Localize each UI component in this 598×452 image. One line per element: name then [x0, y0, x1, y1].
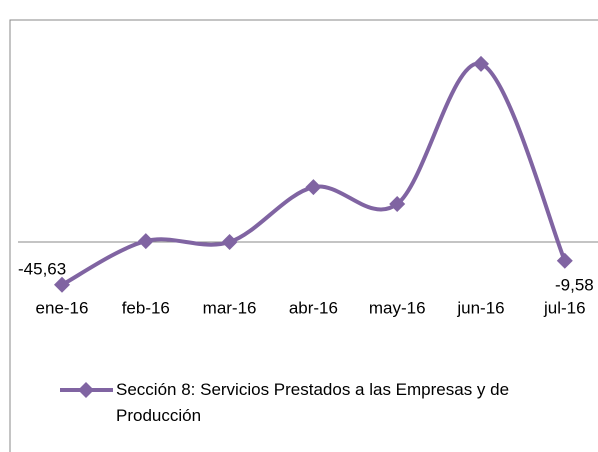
marker	[54, 276, 70, 293]
x-tick-label: abr-16	[289, 298, 338, 317]
marker	[137, 233, 154, 250]
x-tick-label: may-16	[369, 298, 426, 317]
x-tick-label: mar-16	[203, 298, 257, 317]
marker	[305, 179, 322, 196]
legend-marker	[78, 382, 94, 398]
x-tick-label: jun-16	[456, 298, 504, 317]
marker	[389, 195, 406, 212]
x-tick-label: jul-16	[543, 298, 586, 317]
legend-label: Sección 8: Servicios Prestados a las Emp…	[116, 380, 510, 425]
x-tick-label: ene-16	[36, 298, 89, 317]
chart-border	[9, 19, 598, 452]
data-label: -45,63	[18, 259, 66, 278]
x-tick-label: feb-16	[122, 298, 170, 317]
marker	[473, 55, 489, 72]
series-line	[60, 61, 567, 287]
marker	[556, 252, 573, 269]
data-label: -9,58	[555, 275, 594, 294]
marker	[221, 234, 238, 251]
